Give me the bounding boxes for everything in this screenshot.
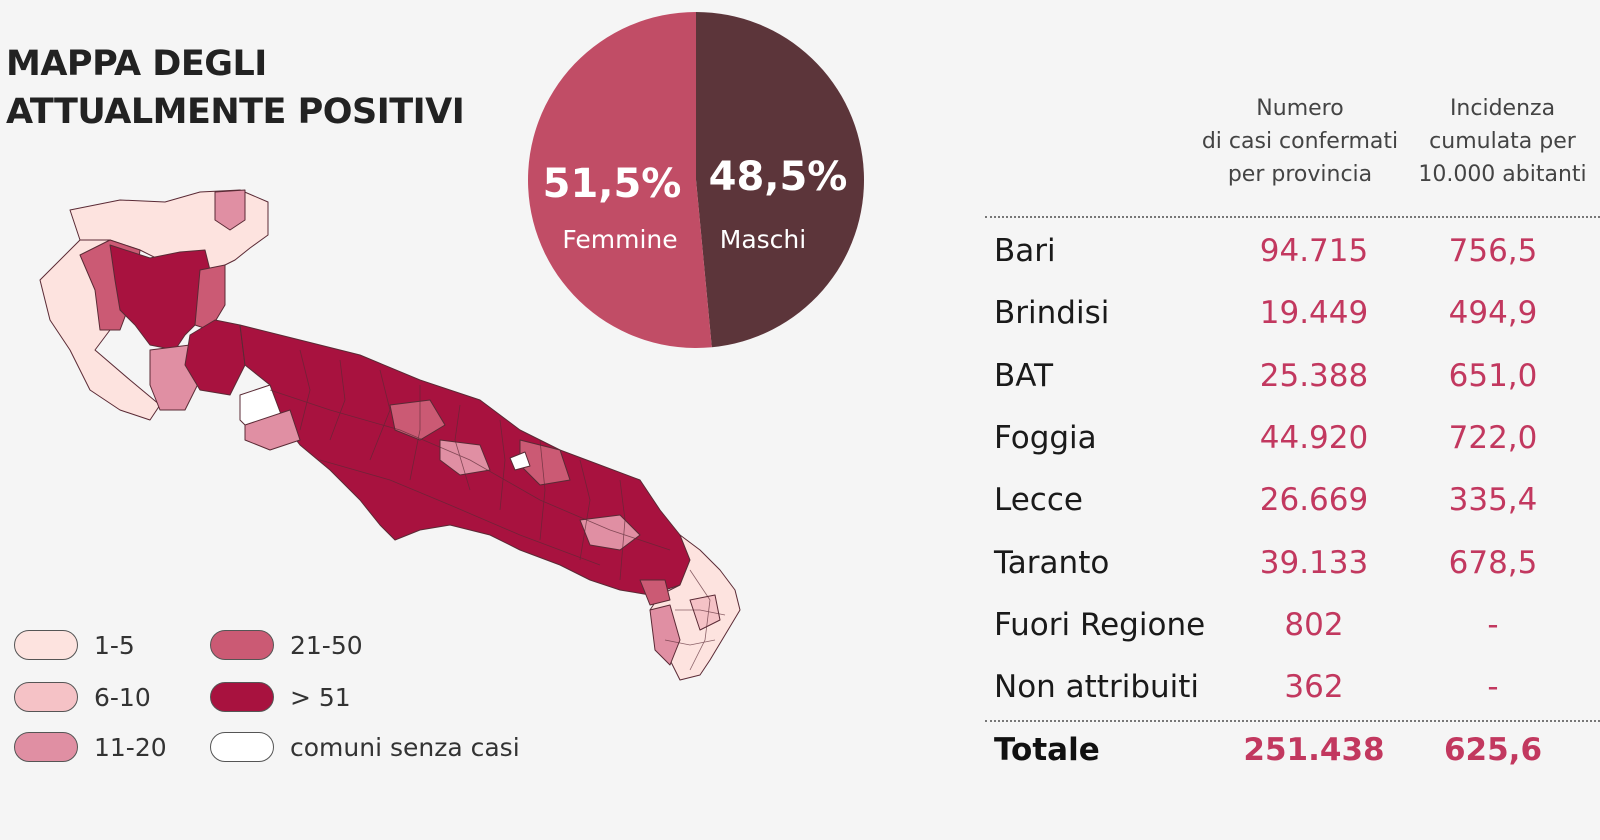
incidence-value: 678,5 [1448,545,1538,581]
incidence-value: - [1487,607,1499,643]
map-area-lecce-pink-2 [689,594,721,631]
legend-item-1-5: 1-5 [14,628,135,662]
cases-value: 802 [1284,607,1344,643]
column-header-line: Numero [1256,96,1344,121]
legend-swatch [210,732,274,762]
pie-slice-maschi [696,12,865,348]
legend-swatch [210,682,274,712]
legend-item-over-51: > 51 [210,680,351,714]
slice-label-female: Femmine [562,225,677,254]
cases-value: 44.920 [1259,420,1369,456]
province-name: Bari [994,233,1056,269]
column-header-line: cumulata per [1429,129,1576,154]
province-name: Taranto [994,545,1110,581]
legend-item-11-20: 11-20 [14,730,167,764]
map-area-lecce-pink-1 [649,604,681,666]
puglia-map [39,189,741,681]
legend-label: 21-50 [290,630,363,660]
map-area-gargano-east [214,189,246,231]
incidence-value: - [1487,669,1499,705]
map-area-cerignola [194,264,226,331]
title-line-1: MAPPA DEGLI [6,44,267,84]
total-cases-value: 251.438 [1243,732,1385,768]
province-name: Fuori Regione [994,607,1206,643]
incidence-value: 335,4 [1448,482,1538,518]
province-name: Foggia [994,420,1097,456]
incidence-value: 756,5 [1448,233,1538,269]
legend-swatch [14,682,78,712]
column-header-line: Incidenza [1449,96,1556,121]
legend-label: 1-5 [94,630,135,660]
cases-value: 362 [1284,669,1344,705]
table-separator-top [985,216,1600,218]
legend-item-6-10: 6-10 [14,680,151,714]
province-name: Lecce [994,482,1083,518]
pie-slice-femmine [528,12,712,348]
total-incidence-value: 625,6 [1443,732,1543,768]
slice-percent-female: 51,5% [543,161,682,207]
cases-value: 19.449 [1259,295,1369,331]
legend-label: 11-20 [94,732,167,762]
legend-label: > 51 [290,682,351,712]
legend-item-21-50: 21-50 [210,628,363,662]
legend-swatch [14,732,78,762]
province-name: Non attribuiti [994,669,1200,705]
slice-percent-male: 48,5% [709,154,848,200]
column-header-cases: Numero di casi confermati per provincia [1170,92,1430,191]
total-label: Totale [994,732,1100,768]
map-area-bari-white [509,451,531,471]
incidence-value: 494,9 [1448,295,1538,331]
sex-pie-chart: 51,5% Femmine 48,5% Maschi [528,12,865,348]
legend-swatch [210,630,274,660]
cases-value: 25.388 [1259,358,1369,394]
province-name: Brindisi [994,295,1110,331]
map-area-lecce-pink-3 [639,579,671,606]
cases-value: 94.715 [1259,233,1369,269]
incidence-value: 651,0 [1448,358,1538,394]
column-header-line: per provincia [1227,162,1373,187]
cases-value: 26.669 [1259,482,1369,518]
table-separator-bottom [985,720,1600,722]
province-name: BAT [994,358,1054,394]
map-area-bat [184,319,246,396]
map-title: MAPPA DEGLI ATTUALMENTE POSITIVI [6,40,465,136]
title-line-2: ATTUALMENTE POSITIVI [6,92,465,132]
legend-label: 6-10 [94,682,151,712]
column-header-line: di casi confermati [1201,129,1399,154]
slice-label-male: Maschi [720,225,806,254]
legend-swatch [14,630,78,660]
incidence-value: 722,0 [1448,420,1538,456]
cases-value: 39.133 [1259,545,1369,581]
map-area-altamura [244,409,301,451]
column-header-incidence: Incidenza cumulata per 10.000 abitanti [1405,92,1600,191]
column-header-line: 10.000 abitanti [1418,162,1587,187]
legend-item-no-cases: comuni senza casi [210,730,520,764]
map-area-bari-pink-1 [389,399,446,441]
map-area-tavoliere [109,244,216,351]
legend-label: comuni senza casi [290,732,520,762]
